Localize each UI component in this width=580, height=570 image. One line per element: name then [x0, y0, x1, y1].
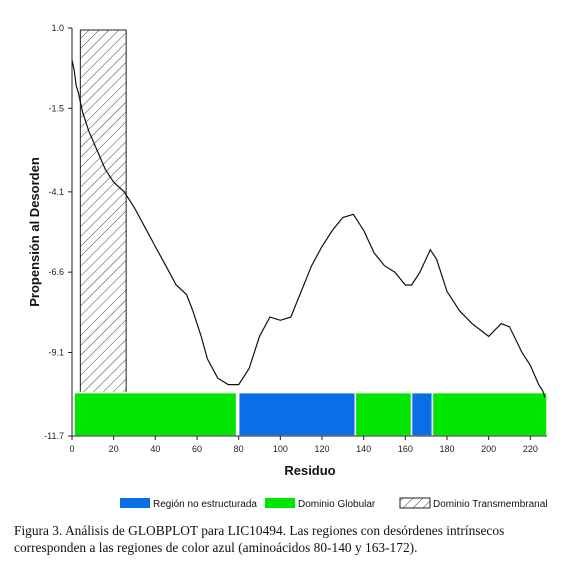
legend: Región no estructurada Dominio Globular Do…	[120, 497, 548, 510]
x-axis-title: Residuo	[284, 463, 335, 478]
legend-label-2: Dominio Globular	[298, 499, 376, 510]
y-axis-title: Propensión al Desorden	[27, 157, 42, 307]
x-tick-label: 100	[273, 444, 288, 454]
x-tick-label: 160	[398, 444, 413, 454]
legend-label-1: Región no estructurada	[153, 499, 257, 510]
x-tick-label: 140	[356, 444, 371, 454]
y-tick-label: -6.6	[48, 267, 64, 277]
y-tick-label: -11.7	[44, 431, 64, 441]
disorder-propensity-line	[71, 59, 546, 398]
region-bar-1	[73, 391, 238, 437]
y-tick-label: -1.5	[48, 103, 64, 113]
region-bar-2	[237, 391, 357, 437]
figure-caption: Figura 3. Análisis de GLOBPLOT para LIC1…	[14, 522, 570, 556]
x-tick-label: 40	[150, 444, 160, 454]
region-bar-5	[431, 391, 548, 437]
x-tick-label: 180	[439, 444, 454, 454]
x-tick-label: 80	[234, 444, 244, 454]
globplot-chart: 0 20 40 60 80 100 120 140 160 180 200 220 1.0 -1.5 -4.…	[27, 23, 548, 510]
y-tick-label: 1.0	[51, 23, 64, 33]
y-tick-label: -9.1	[48, 347, 64, 357]
x-tick-label: 220	[523, 444, 538, 454]
legend-label-3: Dominio Transmembranal	[433, 499, 548, 510]
transmembrane-domain	[79, 29, 127, 394]
legend-swatch-1	[120, 498, 150, 508]
legend-swatch-2	[265, 498, 295, 508]
caption-line-2: corresponden a las regiones de color azu…	[14, 540, 418, 555]
region-bar-3	[354, 391, 413, 437]
x-tick-label: 200	[481, 444, 496, 454]
x-tick-label: 120	[314, 444, 329, 454]
region-bar-4	[410, 391, 434, 437]
caption-line-1: Figura 3. Análisis de GLOBPLOT para LIC1…	[14, 523, 505, 538]
legend-swatch-3	[399, 497, 431, 509]
y-tick-label: -4.1	[48, 187, 64, 197]
x-tick-label: 20	[109, 444, 119, 454]
x-tick-label: 0	[69, 444, 74, 454]
x-tick-label: 60	[192, 444, 202, 454]
